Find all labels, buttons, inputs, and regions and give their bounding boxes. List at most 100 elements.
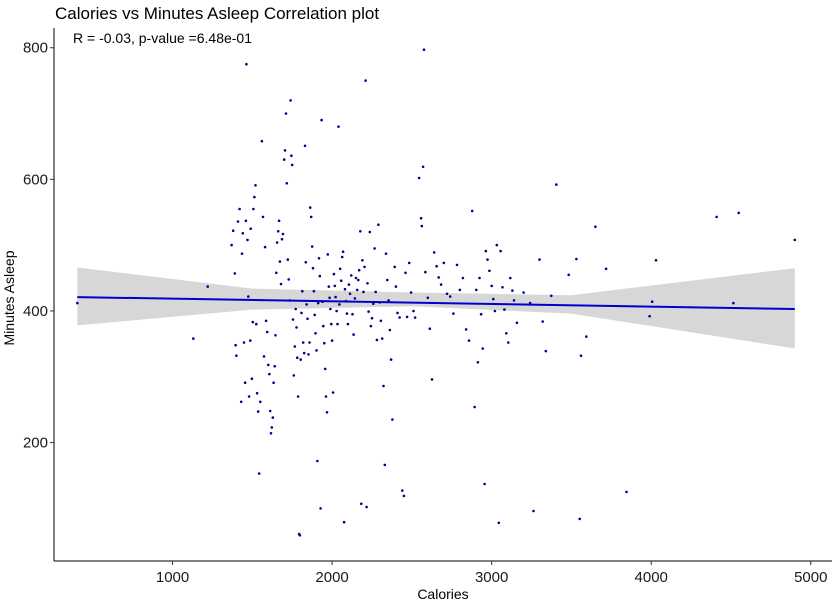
data-point xyxy=(287,278,291,281)
data-point xyxy=(304,261,308,264)
data-point xyxy=(357,278,360,282)
data-point xyxy=(245,62,248,66)
data-point xyxy=(473,405,476,409)
data-point xyxy=(499,249,502,253)
data-point xyxy=(475,288,478,292)
data-point xyxy=(342,520,346,524)
data-point xyxy=(343,287,347,291)
data-point xyxy=(396,311,399,315)
data-point xyxy=(479,312,483,316)
data-point xyxy=(276,230,280,233)
x-tick-label: 2000 xyxy=(315,569,348,586)
data-point xyxy=(326,253,330,256)
data-point xyxy=(291,318,295,321)
data-point xyxy=(492,297,495,301)
data-point xyxy=(314,332,317,335)
data-point xyxy=(366,282,369,285)
data-point xyxy=(308,341,311,344)
y-tick-label: 400 xyxy=(23,303,48,320)
data-point xyxy=(329,307,332,311)
data-point xyxy=(648,314,651,318)
data-point xyxy=(575,257,578,261)
data-point xyxy=(382,384,385,388)
data-point xyxy=(555,183,558,186)
data-point xyxy=(383,463,387,467)
data-point xyxy=(421,165,425,169)
data-point xyxy=(234,343,237,347)
data-point xyxy=(327,285,331,288)
data-point xyxy=(249,227,252,230)
data-point xyxy=(284,112,288,115)
data-point xyxy=(470,209,474,213)
data-point xyxy=(296,395,300,398)
data-point xyxy=(405,315,409,319)
data-point xyxy=(715,215,718,219)
data-point xyxy=(239,400,243,404)
data-point xyxy=(432,251,436,254)
data-point xyxy=(567,273,570,277)
correlation-annotation: R = -0.03, p-value =6.48e-01 xyxy=(73,30,252,46)
data-point xyxy=(316,459,319,463)
data-point xyxy=(322,324,325,328)
data-point xyxy=(242,341,246,344)
plot-area xyxy=(76,48,797,537)
data-point xyxy=(420,224,424,228)
data-point xyxy=(299,358,303,361)
data-point xyxy=(455,263,459,267)
data-point xyxy=(347,283,351,286)
chart-title: Calories vs Minutes Asleep Correlation p… xyxy=(55,4,379,23)
data-point xyxy=(379,319,383,323)
data-point xyxy=(369,324,373,328)
data-point xyxy=(372,302,375,306)
data-point xyxy=(428,327,432,331)
data-point xyxy=(318,274,322,278)
data-point xyxy=(283,149,287,152)
x-tick-label: 4000 xyxy=(635,569,668,586)
data-point xyxy=(236,220,240,223)
data-point xyxy=(230,243,233,247)
data-point xyxy=(464,328,468,331)
data-point xyxy=(331,391,335,394)
data-point xyxy=(346,322,350,326)
data-points xyxy=(76,48,797,537)
data-point xyxy=(338,267,342,271)
data-point xyxy=(409,291,413,294)
data-point xyxy=(354,276,358,280)
data-point xyxy=(387,299,390,302)
data-point xyxy=(309,215,313,219)
data-point xyxy=(579,354,583,358)
data-point xyxy=(505,332,508,335)
data-point xyxy=(333,284,337,288)
data-point xyxy=(439,283,443,286)
x-axis-label: Calories xyxy=(417,586,468,602)
data-point xyxy=(269,432,273,435)
data-point xyxy=(461,276,465,280)
data-point xyxy=(419,216,423,220)
data-point xyxy=(277,219,281,223)
data-point xyxy=(430,378,434,381)
data-point xyxy=(295,326,298,329)
data-point xyxy=(483,482,486,486)
data-point xyxy=(394,285,398,288)
data-point xyxy=(435,264,438,268)
data-point xyxy=(481,347,485,350)
data-point xyxy=(317,257,321,260)
regression-line xyxy=(77,296,795,310)
data-point xyxy=(244,219,248,223)
data-point xyxy=(401,489,404,492)
data-point xyxy=(241,232,245,235)
data-point xyxy=(424,270,427,274)
data-point xyxy=(359,230,362,233)
data-point xyxy=(336,322,339,326)
data-point xyxy=(380,337,384,340)
data-point xyxy=(437,276,441,279)
data-point xyxy=(265,330,269,334)
data-point xyxy=(192,337,195,340)
y-tick-label: 200 xyxy=(23,435,48,452)
data-point xyxy=(296,356,299,360)
data-point xyxy=(509,276,512,280)
data-point xyxy=(360,502,363,506)
data-point xyxy=(233,272,237,275)
data-point xyxy=(351,312,354,316)
x-tick-label: 1000 xyxy=(156,569,189,586)
